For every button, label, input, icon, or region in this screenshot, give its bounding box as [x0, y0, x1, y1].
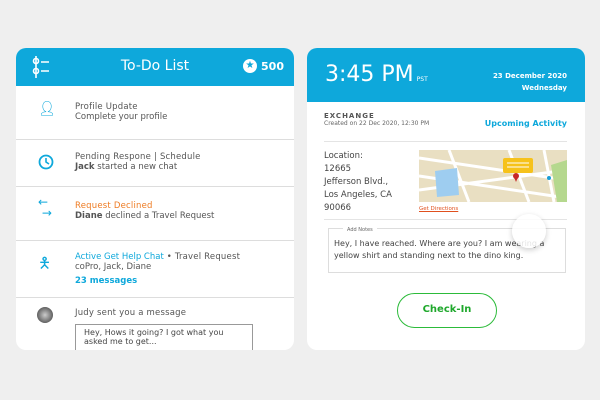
touch-indicator	[512, 214, 546, 248]
star-icon: ★	[243, 59, 258, 73]
get-directions-link[interactable]: Get Directions	[419, 206, 459, 212]
message-preview[interactable]: Hey, Hows it going? I got what you asked…	[75, 324, 253, 350]
activity-card: 3:45 PM PST 23 December 2020 Wednesday EXC…	[307, 48, 585, 350]
current-time: 3:45 PM PST	[325, 62, 428, 87]
todo-card: To-Do List ★ 500 👤︎ Profile Update Comple…	[16, 48, 294, 350]
todo-header: To-Do List ★ 500	[16, 48, 294, 86]
list-item[interactable]: ← → Request Declined Diane declined a Tr…	[16, 187, 294, 241]
notes-field[interactable]: Add Notes Hey, I have reached. Where are…	[328, 224, 566, 273]
list-item[interactable]: Judy sent you a message Hey, Hows it goi…	[16, 298, 294, 350]
upcoming-activity-link[interactable]: Upcoming Activity	[484, 119, 567, 128]
clock-icon	[38, 154, 54, 170]
help-person-icon: 🯅	[38, 254, 52, 272]
map[interactable]	[419, 150, 567, 202]
list-item[interactable]: 👤︎ Profile Update Complete your profile	[16, 86, 294, 140]
swap-arrows-icon: ← →	[38, 195, 52, 220]
messages-link[interactable]: 23 messages	[75, 276, 138, 286]
activity-header: 3:45 PM PST 23 December 2020 Wednesday	[307, 48, 585, 102]
check-in-button[interactable]: Check-In	[397, 293, 497, 328]
user-icon: 👤︎	[38, 101, 56, 117]
list-item[interactable]: Pending Respone | Schedule Jack started …	[16, 140, 294, 187]
current-date: 23 December 2020 Wednesday	[492, 72, 567, 92]
points-badge: ★ 500	[243, 59, 284, 73]
avatar	[37, 307, 53, 323]
list-item[interactable]: 🯅 Active Get Help Chat • Travel Request …	[16, 241, 294, 298]
checklist-icon[interactable]	[32, 56, 50, 78]
location-section: Location: 12665 Jefferson Blvd., Los Ang…	[324, 150, 567, 220]
map-callout	[503, 158, 533, 173]
activity-summary: EXCHANGE Created on 22 Dec 2020, 12:30 P…	[324, 112, 567, 142]
page-title: To-Do List	[120, 58, 190, 74]
